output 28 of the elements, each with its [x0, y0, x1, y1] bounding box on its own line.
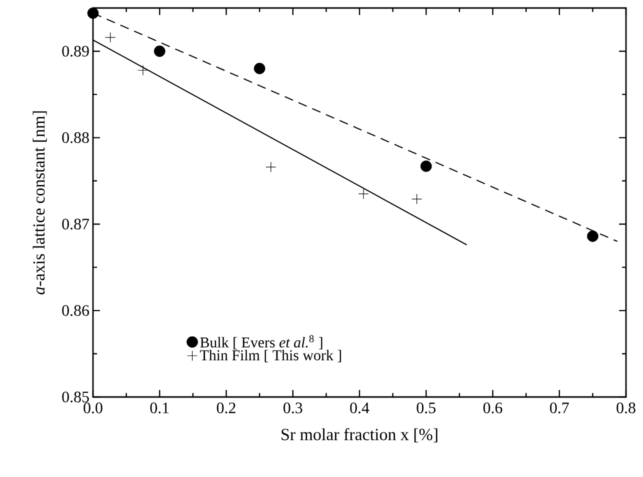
point: [254, 62, 266, 74]
x-tick-label: 0.8: [616, 402, 636, 414]
y-axis-title: a-axis lattice constant [nm]: [32, 111, 47, 294]
x-tick-label: 0.3: [284, 402, 302, 414]
x-tick-label: 0.1: [150, 402, 169, 414]
x-tick-label: 0.7: [550, 402, 569, 414]
legend-label: Thin Film [ This work ]: [200, 350, 342, 362]
y-tick-label: 0.85: [62, 392, 89, 402]
x-tick-label: 0.2: [216, 402, 236, 414]
x-tick-label: 0.5: [416, 402, 436, 414]
point: [266, 162, 276, 172]
point: [420, 160, 432, 172]
x-tick-label: 0.4: [350, 402, 370, 414]
point: [154, 46, 166, 57]
y-tick-label: 0.86: [62, 305, 90, 316]
point: [358, 188, 369, 200]
point: [138, 64, 148, 76]
point: [587, 230, 598, 242]
y-tick-label: 0.88: [62, 132, 89, 144]
legend-label: Bulk [ Evers et al.$^{8}$ ]: [200, 335, 322, 350]
y-tick-label: 0.87: [62, 218, 90, 230]
x-tick-label: 0.6: [483, 402, 502, 414]
point: [412, 194, 422, 204]
x-tick-label: 0.0: [84, 402, 102, 414]
point: [105, 32, 116, 43]
y-tick-label: 0.89: [62, 46, 89, 57]
x-axis-title: Sr molar fraction x [%]: [282, 428, 438, 442]
point: [87, 8, 99, 19]
